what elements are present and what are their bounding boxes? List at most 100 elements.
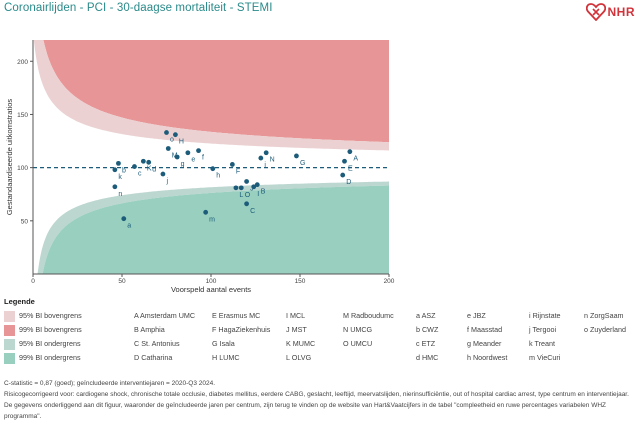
band-99-lower — [33, 185, 389, 274]
legend-label: L OLVG — [286, 353, 312, 362]
legend-label: B Amphia — [134, 325, 165, 334]
data-point-label: n — [118, 191, 122, 198]
nhr-logo: NHR — [585, 3, 636, 21]
data-point-label: E — [348, 165, 353, 172]
legend-hospital-item: I MCL — [286, 309, 315, 323]
data-point — [196, 148, 201, 154]
x-axis-label: Voorspeld aantal events — [171, 285, 251, 294]
legend-label: N UMCG — [343, 325, 373, 334]
data-point-label: F — [236, 168, 240, 175]
data-point — [294, 153, 299, 159]
legend-hospital-item: E Erasmus MC — [212, 309, 270, 323]
data-point-label: J — [250, 185, 254, 192]
legend-hospital-item: G Isala — [212, 337, 270, 351]
legend-hospital-item: L OLVG — [286, 351, 315, 365]
band-99-upper — [43, 40, 389, 143]
legend-label: o Zuyderland — [584, 325, 626, 334]
legend-hospital-item: o Zuyderland — [584, 323, 626, 337]
data-point — [263, 150, 269, 156]
data-point — [342, 158, 347, 164]
data-point — [116, 160, 121, 166]
logo-text: NHR — [607, 5, 635, 19]
legend-band-item: 99% BI bovengrens — [4, 323, 82, 337]
legend-hospital-item: O UMCU — [343, 337, 394, 351]
data-point-label: H — [179, 139, 184, 146]
y-axis-label: Gestandaardiseerde uitkomstratios — [5, 99, 14, 216]
data-point — [244, 201, 250, 207]
data-point-label: j — [165, 178, 168, 185]
note-source: De gegevens onderliggend aan dit figuur,… — [4, 402, 606, 420]
legend-band-item: 95% BI bovengrens — [4, 309, 82, 323]
funnel-plot: 50 100 150 200 0 50 100 150 200 Voorspeld aantal … — [5, 40, 395, 294]
data-point-label: A — [353, 156, 358, 163]
legend-label: H LUMC — [212, 353, 240, 362]
data-point-label: c — [138, 171, 142, 178]
data-point-label: h — [216, 173, 220, 180]
data-point — [132, 164, 137, 169]
note-risk-correction: Risicogecorrigeerd voor: cardiogene shoc… — [4, 391, 629, 398]
legend-hospital-column: e JBZ f Maasstad g Meander h Noordwest — [467, 309, 507, 365]
legend-hospital-item: k Treant — [529, 337, 561, 351]
legend-hospital-item: C St. Antonius — [134, 337, 195, 351]
y-tick-label: 150 — [17, 112, 28, 119]
data-point-label: B — [261, 189, 266, 196]
legend-hospital-item: f Maasstad — [467, 323, 507, 337]
legend-label: k Treant — [529, 339, 555, 348]
legend-hospital-column: E Erasmus MC F HagaZiekenhuis G Isala H LUM… — [212, 309, 270, 365]
x-tick-label: 0 — [31, 278, 35, 285]
data-point — [258, 155, 264, 161]
legend-label: 99% BI bovengrens — [19, 325, 82, 334]
legend-hospital-item: A Amsterdam UMC — [134, 309, 195, 323]
legend-hospital-item: g Meander — [467, 337, 507, 351]
band-95-upper — [33, 40, 389, 151]
legend-label: h Noordwest — [467, 353, 508, 362]
legend-label: J MST — [286, 325, 307, 334]
legend-hospital-column: I MCL J MST K MUMC L OLVG — [286, 309, 315, 365]
legend-label: I MCL — [286, 311, 306, 320]
legend-label: m VieCuri — [529, 353, 561, 362]
data-point-label: I — [257, 191, 259, 198]
data-point-label: O — [245, 192, 251, 199]
legend: 95% BI bovengrens 99% BI bovengrens 95% BI… — [4, 309, 640, 367]
legend-label: A Amsterdam UMC — [134, 311, 196, 320]
data-point-label: g — [181, 161, 185, 168]
legend-hospital-item: b CWZ — [416, 323, 438, 337]
legend-hospital-item: F HagaZiekenhuis — [212, 323, 270, 337]
data-point — [112, 184, 118, 190]
data-point-label: M — [172, 152, 178, 159]
data-point-label: f — [202, 155, 204, 162]
data-point — [112, 167, 118, 173]
data-point-label: a — [127, 223, 131, 230]
data-point — [244, 179, 250, 184]
legend-hospital-column: M Radboudumc N UMCG O UMCU — [343, 309, 394, 351]
legend-hospital-item: m VieCuri — [529, 351, 561, 365]
legend-label: 95% BI ondergrens — [19, 339, 81, 348]
legend-label: i Rijnstate — [529, 311, 561, 320]
data-point — [174, 154, 180, 160]
data-point — [185, 150, 191, 156]
x-tick-label: 200 — [384, 278, 395, 285]
data-point-label: o — [170, 137, 174, 144]
data-point-label: L — [239, 192, 243, 199]
data-point — [146, 159, 152, 165]
legend-label: E Erasmus MC — [212, 311, 261, 320]
data-point — [121, 216, 127, 222]
data-point-label: D — [346, 179, 351, 186]
legend-hospital-column: a ASZ b CWZ c ETZ d HMC — [416, 309, 438, 365]
legend-label: O UMCU — [343, 339, 373, 348]
legend-label: c ETZ — [416, 339, 436, 348]
note-statistic: C-statistic = 0,87 (goed); geïncludeerde… — [4, 380, 216, 387]
legend-label: d HMC — [416, 353, 439, 362]
legend-hospital-item: D Catharina — [134, 351, 195, 365]
legend-hospital-item: h Noordwest — [467, 351, 507, 365]
data-point-label: G — [300, 160, 305, 167]
legend-label: g Meander — [467, 339, 502, 348]
data-point — [210, 166, 216, 172]
data-point-label: k — [118, 174, 122, 181]
legend-hospital-item: c ETZ — [416, 337, 438, 351]
data-point — [229, 162, 235, 167]
y-tick-label: 200 — [17, 59, 28, 66]
data-point — [173, 132, 178, 138]
legend-label: M Radboudumc — [343, 311, 394, 320]
x-tick-label: 150 — [295, 278, 306, 285]
